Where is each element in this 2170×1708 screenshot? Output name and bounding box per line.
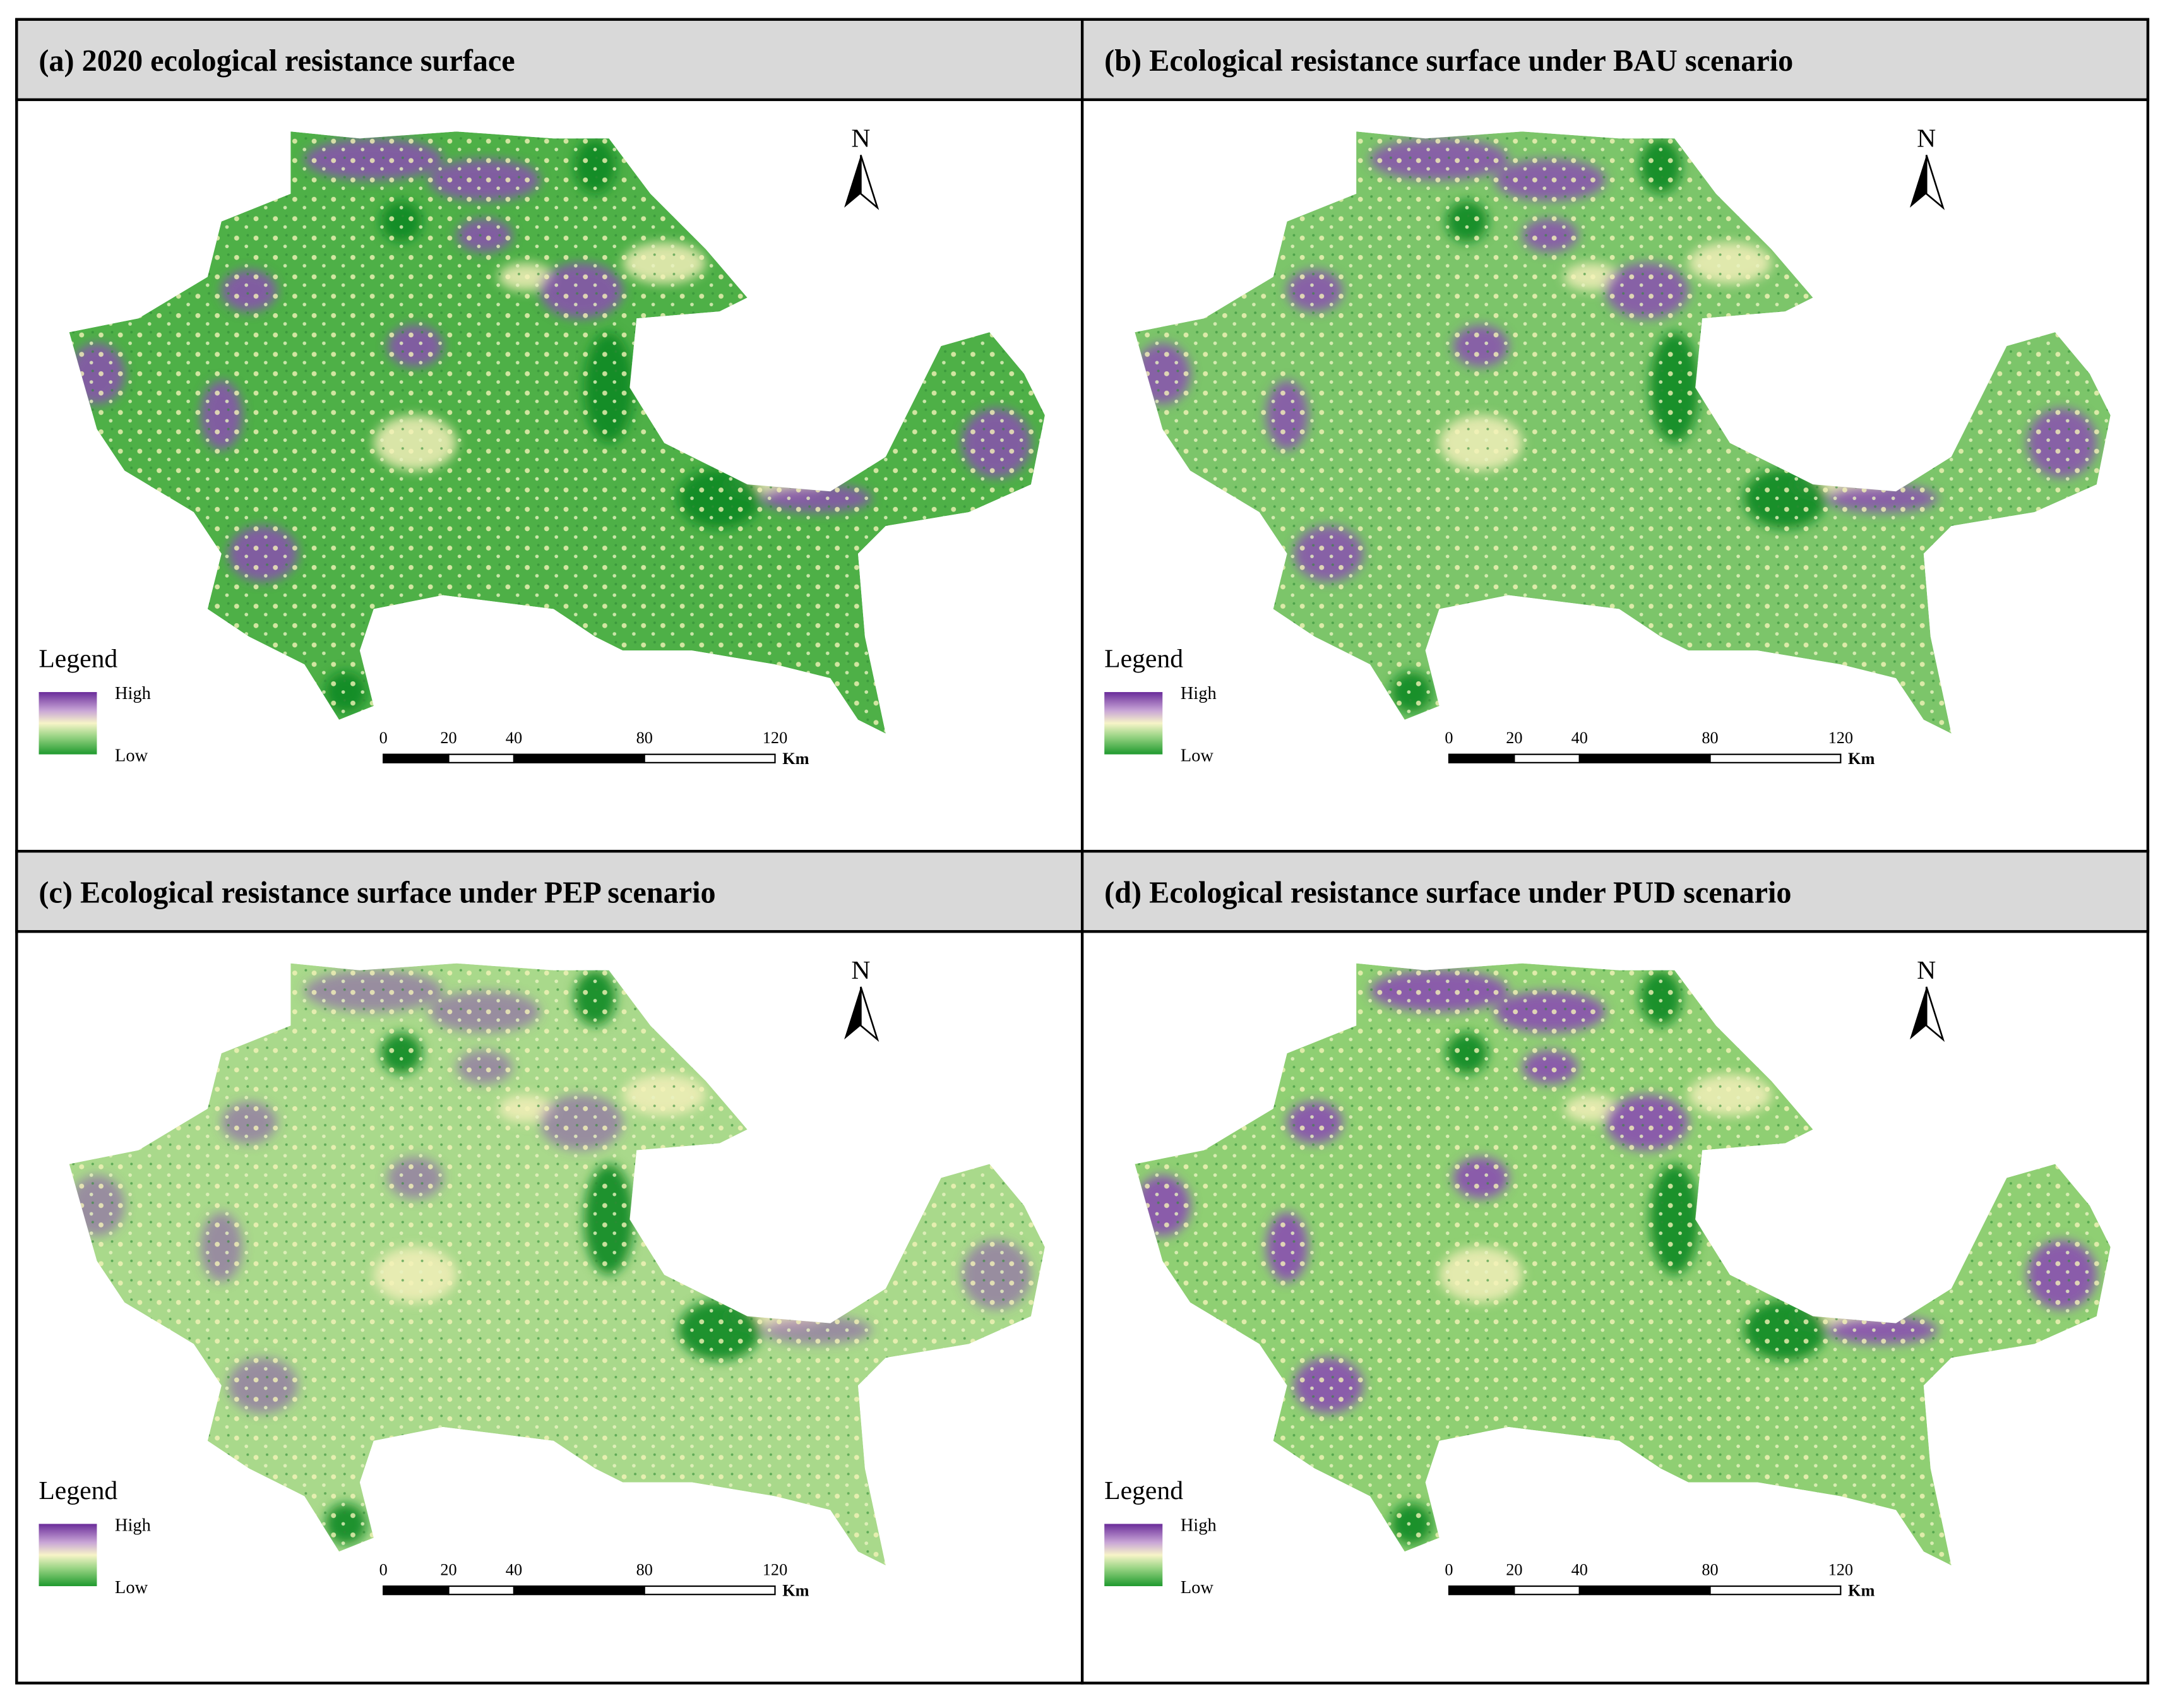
map xyxy=(1135,963,2111,1566)
scale-label: 0 xyxy=(379,729,388,747)
panel: (a) 2020 ecological resistance surface N L… xyxy=(15,18,1084,853)
map-texture xyxy=(69,131,1045,734)
scale-segment xyxy=(643,1585,776,1596)
scale-segment xyxy=(1448,1585,1515,1596)
scale-segment xyxy=(643,753,776,763)
legend-ramp xyxy=(39,692,97,755)
panel-title: (d) Ecological resistance surface under … xyxy=(1104,876,1791,909)
scale-label: 80 xyxy=(1702,729,1718,747)
legend-low: Low xyxy=(115,746,148,766)
north-arrow xyxy=(860,155,879,210)
map-texture xyxy=(1135,131,2111,734)
legend-high: High xyxy=(1181,684,1217,703)
map xyxy=(69,131,1045,734)
panel-title: (a) 2020 ecological resistance surface xyxy=(39,44,515,78)
scale-segment xyxy=(1578,1585,1711,1596)
scale-unit: Km xyxy=(782,1581,809,1599)
scale-label: 120 xyxy=(1828,729,1853,747)
scale-segment xyxy=(1448,753,1515,763)
panel-header xyxy=(1080,849,2150,933)
north-label: N xyxy=(851,956,870,985)
scale-segment xyxy=(1709,753,1842,763)
scale-segment xyxy=(448,753,515,763)
legend-low: Low xyxy=(1181,746,1214,766)
north-arrow xyxy=(860,986,879,1042)
panel: (c) Ecological resistance surface under … xyxy=(15,849,1084,1685)
scale-label: 80 xyxy=(1702,1561,1718,1579)
scale-label: 120 xyxy=(1828,1561,1853,1579)
scale-label: 120 xyxy=(763,729,787,747)
north-label: N xyxy=(1917,124,1936,153)
legend-high: High xyxy=(115,684,151,703)
scale-segment xyxy=(1513,753,1580,763)
legend-high: High xyxy=(115,1515,151,1535)
scale-segment xyxy=(383,1585,450,1596)
map xyxy=(69,963,1045,1566)
scale-label: 40 xyxy=(1571,729,1588,747)
scale-label: 20 xyxy=(1506,729,1522,747)
scale-label: 80 xyxy=(636,729,653,747)
north-label: N xyxy=(1917,956,1936,985)
legend-ramp xyxy=(1104,692,1163,755)
scale-segment xyxy=(448,1585,515,1596)
scale-label: 120 xyxy=(763,1561,787,1579)
north-arrow xyxy=(1909,986,1927,1040)
scale-unit: Km xyxy=(782,749,809,768)
north-label: N xyxy=(851,124,870,153)
scale-unit: Km xyxy=(1848,749,1875,768)
legend-low: Low xyxy=(1181,1578,1214,1598)
scale-label: 20 xyxy=(440,729,456,747)
scale-segment xyxy=(1513,1585,1580,1596)
legend-title: Legend xyxy=(39,1476,117,1505)
scale-unit: Km xyxy=(1848,1581,1875,1599)
scale-segment xyxy=(513,1585,645,1596)
legend-title: Legend xyxy=(1104,645,1183,674)
north-arrow xyxy=(1925,155,1945,210)
scale-segment xyxy=(1709,1585,1842,1596)
scale-segment xyxy=(513,753,645,763)
scale-label: 40 xyxy=(506,729,522,747)
scale-segment xyxy=(383,753,450,763)
map xyxy=(1135,131,2111,734)
north-arrow xyxy=(1925,986,1945,1042)
scale-label: 0 xyxy=(1445,729,1453,747)
scale-label: 20 xyxy=(1506,1561,1522,1579)
scale-label: 80 xyxy=(636,1561,653,1579)
panel-header xyxy=(15,18,1084,102)
legend-low: Low xyxy=(115,1578,148,1598)
panel-title: (b) Ecological resistance surface under … xyxy=(1104,44,1793,78)
scale-label: 0 xyxy=(379,1561,388,1579)
legend-title: Legend xyxy=(39,645,117,674)
panel: (d) Ecological resistance surface under … xyxy=(1080,849,2150,1685)
map-texture xyxy=(1135,963,2111,1566)
panel-header xyxy=(1080,18,2150,102)
legend-title: Legend xyxy=(1104,1476,1183,1505)
panel-title: (c) Ecological resistance surface under … xyxy=(39,876,715,909)
north-arrow xyxy=(844,986,861,1040)
map-texture xyxy=(69,963,1045,1566)
panel: (b) Ecological resistance surface under … xyxy=(1080,18,2150,853)
scale-segment xyxy=(1578,753,1711,763)
scale-label: 0 xyxy=(1445,1561,1453,1579)
legend-ramp xyxy=(39,1524,97,1587)
scale-label: 20 xyxy=(440,1561,456,1579)
scale-label: 40 xyxy=(506,1561,522,1579)
legend-ramp xyxy=(1104,1524,1163,1587)
legend-high: High xyxy=(1181,1515,1217,1535)
scale-label: 40 xyxy=(1571,1561,1588,1579)
